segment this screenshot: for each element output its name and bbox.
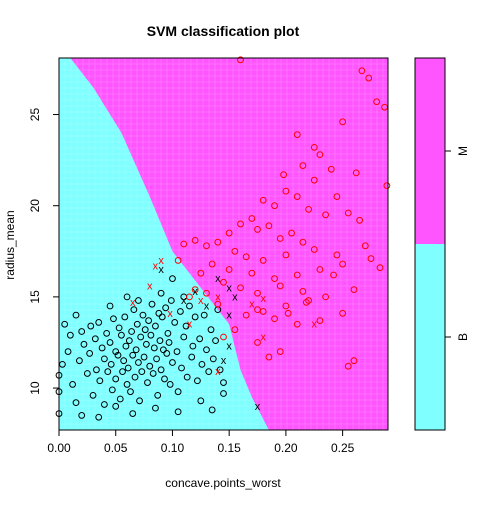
support-vector-m: x bbox=[187, 319, 193, 331]
y-tick-label: 20 bbox=[28, 199, 42, 213]
x-tick-label: 0.15 bbox=[217, 441, 241, 455]
y-axis-label: radius_mean bbox=[3, 210, 17, 279]
support-vector-m: x bbox=[130, 297, 136, 309]
x-tick-label: 0.20 bbox=[274, 441, 298, 455]
y-tick-label: 10 bbox=[28, 381, 42, 395]
class-legend: BM bbox=[415, 58, 470, 430]
support-vector-b: x bbox=[221, 355, 227, 367]
support-vector-m: x bbox=[215, 366, 221, 378]
support-vector-b: x bbox=[255, 401, 261, 413]
chart-title: SVM classification plot bbox=[147, 23, 300, 39]
support-vector-b: x bbox=[232, 291, 238, 303]
legend-label-m: M bbox=[456, 146, 470, 156]
support-vector-b: x bbox=[226, 310, 232, 322]
x-tick-label: 0.00 bbox=[47, 441, 71, 455]
x-axis-label: concave.points_worst bbox=[165, 476, 281, 490]
legend-swatch-b bbox=[415, 244, 445, 430]
legend-swatch-m bbox=[415, 58, 445, 244]
support-vector-m: x bbox=[260, 332, 266, 344]
support-vector-m: x bbox=[260, 293, 266, 305]
support-vector-m: x bbox=[249, 299, 255, 311]
x-tick-label: 0.05 bbox=[104, 441, 128, 455]
x-tick-label: 0.25 bbox=[331, 441, 355, 455]
support-vector-m: x bbox=[312, 319, 318, 331]
support-vector-b: x bbox=[226, 341, 232, 353]
legend-label-b: B bbox=[456, 333, 470, 341]
support-vector-m: x bbox=[153, 260, 159, 272]
support-vector-m: x bbox=[147, 280, 153, 292]
y-tick-label: 25 bbox=[28, 108, 42, 122]
y-tick-label: 15 bbox=[28, 290, 42, 304]
support-vector-m: x bbox=[167, 308, 173, 320]
support-vector-b: x bbox=[204, 301, 210, 313]
x-tick-label: 0.10 bbox=[161, 441, 185, 455]
support-vector-m: x bbox=[158, 255, 164, 267]
support-vector-m: x bbox=[198, 295, 204, 307]
support-vector-b: x bbox=[215, 273, 221, 285]
support-vector-m: x bbox=[215, 291, 221, 303]
support-vector-b: x bbox=[181, 295, 187, 307]
